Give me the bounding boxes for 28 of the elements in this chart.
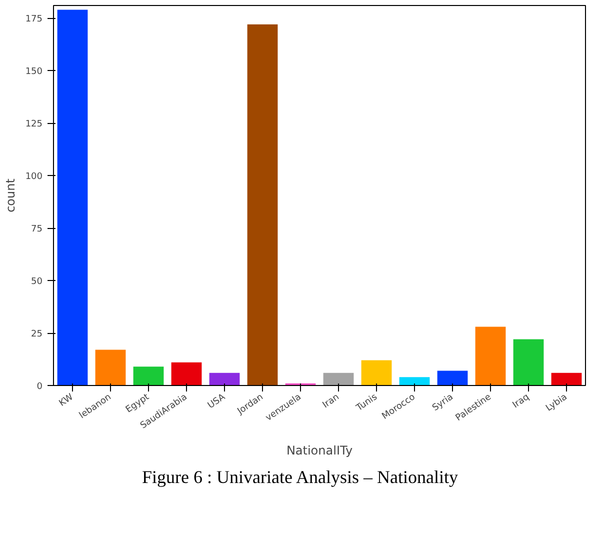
bar bbox=[323, 372, 354, 386]
bar bbox=[475, 326, 506, 386]
x-tick-label: Iran bbox=[321, 392, 342, 411]
y-tick-label: 50 bbox=[31, 277, 43, 288]
bar bbox=[513, 339, 544, 386]
bar bbox=[171, 362, 202, 386]
y-tick-label: 0 bbox=[36, 382, 43, 392]
y-tick-label: 75 bbox=[31, 224, 42, 235]
caption: Figure 6 : Univariate Analysis – Nationality bbox=[142, 466, 458, 489]
bar bbox=[133, 366, 164, 386]
x-tick-label: Iraq bbox=[511, 392, 532, 411]
bar bbox=[551, 372, 582, 386]
bar bbox=[57, 10, 88, 386]
y-tick-label: 25 bbox=[31, 330, 42, 340]
y-tick-label: 150 bbox=[25, 67, 43, 78]
x-tick-label: USA bbox=[206, 392, 228, 412]
bar bbox=[437, 370, 468, 386]
y-tick-label: 100 bbox=[25, 172, 43, 182]
bar bbox=[361, 360, 392, 386]
bar bbox=[247, 24, 278, 386]
bar bbox=[399, 377, 430, 386]
bar bbox=[95, 350, 126, 386]
x-axis-title: NationalITy bbox=[286, 443, 353, 458]
x-tick-label: KW bbox=[58, 392, 76, 409]
y-tick-label: 125 bbox=[25, 120, 43, 130]
bar bbox=[209, 372, 240, 386]
y-tick-label: 175 bbox=[25, 14, 43, 25]
y-axis-title: count bbox=[3, 178, 18, 212]
